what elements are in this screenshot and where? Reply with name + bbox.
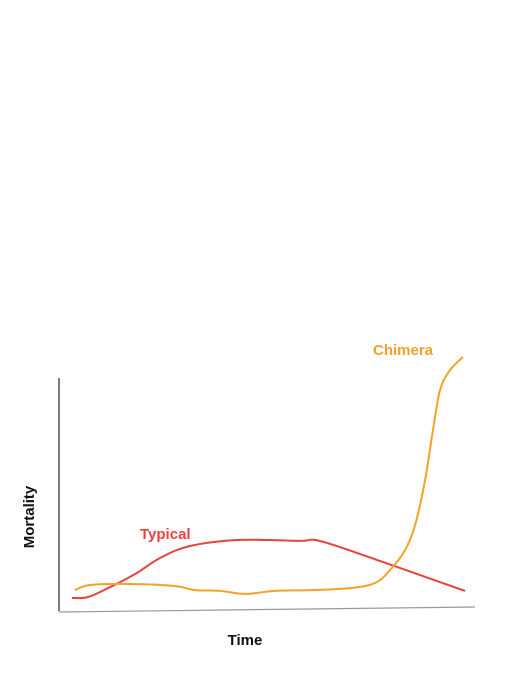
- series-line: [71, 538, 466, 600]
- series-label: Typical: [140, 526, 191, 543]
- x-axis-label: Time: [228, 632, 263, 649]
- series-label: Chimera: [373, 342, 434, 359]
- x-axis: [58, 606, 476, 613]
- series-line: [74, 356, 464, 595]
- y-axis-label: Mortality: [21, 485, 38, 548]
